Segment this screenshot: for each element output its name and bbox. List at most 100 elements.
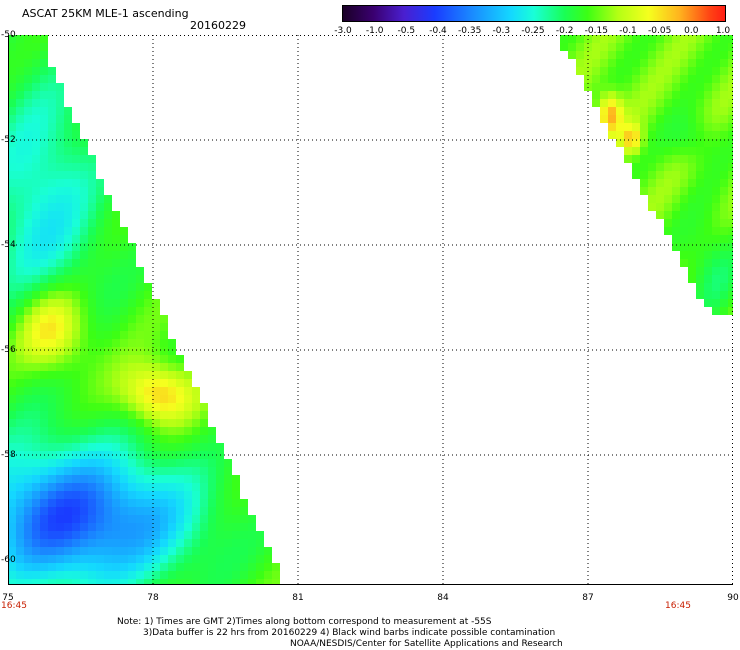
data-cell: [8, 491, 16, 499]
data-cell: [8, 211, 16, 219]
data-cell: [48, 547, 56, 555]
data-cell: [576, 59, 584, 67]
data-cell: [72, 531, 80, 539]
data-cell: [200, 435, 208, 443]
data-cell: [640, 163, 648, 171]
data-cell: [168, 531, 176, 539]
data-cell: [96, 371, 104, 379]
data-cell: [632, 67, 640, 75]
data-cell: [24, 235, 32, 243]
data-cell: [144, 507, 152, 515]
data-cell: [120, 531, 128, 539]
data-cell: [8, 443, 16, 451]
data-cell: [24, 427, 32, 435]
data-cell: [104, 251, 112, 259]
data-cell: [168, 435, 176, 443]
data-cell: [696, 251, 704, 259]
data-cell: [8, 291, 16, 299]
data-cell: [696, 139, 704, 147]
data-cell: [104, 219, 112, 227]
data-cell: [264, 571, 272, 579]
data-cell: [80, 139, 88, 147]
data-cell: [184, 411, 192, 419]
data-cell: [680, 219, 688, 227]
data-cell: [32, 371, 40, 379]
data-cell: [168, 379, 176, 387]
data-cell: [96, 227, 104, 235]
data-cell: [672, 83, 680, 91]
data-cell: [32, 147, 40, 155]
data-cell: [144, 571, 152, 579]
data-cell: [72, 483, 80, 491]
data-cell: [40, 315, 48, 323]
data-cell: [56, 323, 64, 331]
data-cell: [40, 331, 48, 339]
data-cell: [16, 227, 24, 235]
data-cell: [672, 99, 680, 107]
data-cell: [64, 571, 72, 579]
data-cell: [728, 275, 733, 283]
data-cell: [128, 339, 136, 347]
data-cell: [600, 107, 608, 115]
data-cell: [224, 539, 232, 547]
data-cell: [32, 459, 40, 467]
data-cell: [72, 323, 80, 331]
data-cell: [680, 195, 688, 203]
data-cell: [24, 227, 32, 235]
x-tick-label: 81: [292, 593, 304, 603]
data-cell: [704, 131, 712, 139]
data-cell: [104, 411, 112, 419]
data-cell: [56, 131, 64, 139]
data-cell: [120, 443, 128, 451]
data-cell: [80, 315, 88, 323]
data-cell: [728, 259, 733, 267]
data-cell: [64, 507, 72, 515]
data-cell: [40, 187, 48, 195]
data-cell: [40, 291, 48, 299]
data-cell: [616, 59, 624, 67]
data-cell: [160, 443, 168, 451]
data-cell: [168, 571, 176, 579]
data-cell: [704, 35, 712, 43]
data-cell: [112, 339, 120, 347]
data-cell: [16, 475, 24, 483]
data-cell: [184, 379, 192, 387]
data-cell: [64, 355, 72, 363]
data-cell: [56, 139, 64, 147]
data-cell: [64, 547, 72, 555]
data-cell: [240, 579, 248, 585]
data-cell: [152, 531, 160, 539]
data-cell: [672, 147, 680, 155]
data-cell: [32, 395, 40, 403]
data-cell: [64, 531, 72, 539]
data-cell: [136, 291, 144, 299]
data-cell: [56, 563, 64, 571]
data-cell: [88, 523, 96, 531]
data-cell: [128, 307, 136, 315]
data-cell: [648, 91, 656, 99]
data-cell: [712, 275, 720, 283]
data-cell: [192, 483, 200, 491]
data-cell: [128, 379, 136, 387]
data-cell: [184, 483, 192, 491]
data-cell: [696, 83, 704, 91]
data-cell: [648, 179, 656, 187]
data-cell: [136, 579, 144, 585]
data-cell: [48, 307, 56, 315]
data-cell: [8, 427, 16, 435]
data-cell: [208, 579, 216, 585]
data-cell: [40, 563, 48, 571]
data-cell: [160, 483, 168, 491]
data-cell: [656, 147, 664, 155]
data-cell: [160, 387, 168, 395]
data-cell: [152, 515, 160, 523]
data-cell: [136, 379, 144, 387]
data-cell: [88, 411, 96, 419]
data-cell: [720, 219, 728, 227]
data-cell: [592, 67, 600, 75]
data-cell: [712, 51, 720, 59]
data-cell: [56, 403, 64, 411]
data-cell: [112, 291, 120, 299]
data-cell: [592, 83, 600, 91]
data-cell: [568, 43, 576, 51]
